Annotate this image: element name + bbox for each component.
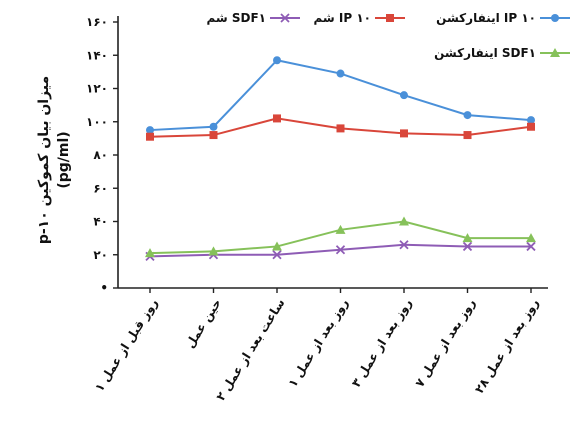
marker-stroke <box>526 241 536 252</box>
x-category-label: ۷ روز بعد از عمل <box>412 296 479 390</box>
data-point <box>335 224 346 234</box>
marker-stroke <box>280 13 290 23</box>
y-axis-title: p-۱۰ میزان بیان کموکین (pg/ml) <box>36 76 72 244</box>
x-category-label: ۱ روز قبل از عمل <box>92 296 161 395</box>
y-tick-label: ۱۰۰ <box>86 115 108 129</box>
marker-stroke <box>462 241 473 252</box>
legend-swatch-marker <box>280 13 290 23</box>
legend-label: شم SDF۱ <box>206 11 266 25</box>
data-point <box>462 241 473 252</box>
y-tick-label: ۲۰ <box>93 248 108 262</box>
series-4 <box>145 216 536 258</box>
x-category-label: ۱ روز بعد از عمل <box>285 296 352 390</box>
data-point <box>527 116 535 125</box>
data-point <box>399 240 409 250</box>
legend-item: اینفارکشن SDF۱ <box>434 46 570 60</box>
axes <box>117 16 548 289</box>
data-point <box>335 245 346 255</box>
marker-stroke <box>272 250 282 260</box>
series-1 <box>146 56 535 135</box>
data-point <box>145 248 155 258</box>
y-axis-unit: (pg/ml) <box>56 131 72 188</box>
data-point <box>463 111 472 120</box>
data-point <box>463 131 472 140</box>
series-2 <box>146 114 535 141</box>
legend-item: شم IP ۱۰ <box>314 11 405 25</box>
data-point <box>400 129 408 138</box>
series-lines <box>145 56 536 262</box>
data-point <box>209 131 218 140</box>
y-tick-label: • <box>100 281 108 295</box>
y-tick-label: ۱۴۰ <box>86 48 108 62</box>
data-point <box>336 69 345 78</box>
legend-label: شم IP ۱۰ <box>314 11 371 25</box>
legend: اینفارکشن IP ۱۰ شم IP ۱۰ شم SDF۱ اینفارکشن … <box>206 11 570 60</box>
data-point <box>272 241 282 251</box>
y-axis-label: p-۱۰ میزان بیان کموکین <box>36 76 52 244</box>
data-point <box>273 114 281 123</box>
data-point <box>146 132 154 141</box>
legend-label: اینفارکشن SDF۱ <box>434 46 536 60</box>
y-tick-labels: • ۲۰ ۴۰ ۶۰ ۸۰ ۱۰۰ ۱۲۰ ۱۴۰ ۱۶۰ <box>86 15 118 295</box>
data-point <box>209 122 218 131</box>
data-point <box>273 56 281 65</box>
y-tick-label: ۱۲۰ <box>86 82 108 96</box>
data-point <box>526 241 536 252</box>
x-category-label: حین عمل <box>183 296 224 350</box>
legend-swatch-marker <box>386 14 394 22</box>
data-point <box>399 216 409 226</box>
data-point <box>462 233 473 243</box>
data-point <box>526 233 536 243</box>
x-category-label: ۲۸ روز بعد از عمل <box>472 296 542 396</box>
data-point <box>400 91 408 100</box>
legend-item: اینفارکشن IP ۱۰ <box>436 11 570 25</box>
y-tick-label: ۶۰ <box>93 181 108 195</box>
legend-swatch-marker <box>551 14 559 22</box>
data-point <box>336 124 345 133</box>
y-tick-label: ۸۰ <box>93 148 108 162</box>
legend-item: شم SDF۱ <box>206 11 300 25</box>
x-category-label: ۳ روز بعد از عمل <box>349 296 416 390</box>
series-3 <box>145 240 536 262</box>
data-point <box>272 250 282 260</box>
y-tick-label: ۱۶۰ <box>86 15 108 29</box>
marker-stroke <box>335 245 346 255</box>
marker-stroke <box>399 240 409 250</box>
legend-label: اینفارکشن IP ۱۰ <box>436 11 536 25</box>
legend-swatch-marker <box>550 48 560 57</box>
x-category-label: ۲ ساعت بعد از عمل <box>213 296 287 403</box>
data-point <box>208 246 219 256</box>
data-point <box>527 122 535 131</box>
y-tick-label: ۴۰ <box>93 215 108 229</box>
data-point <box>146 126 154 135</box>
